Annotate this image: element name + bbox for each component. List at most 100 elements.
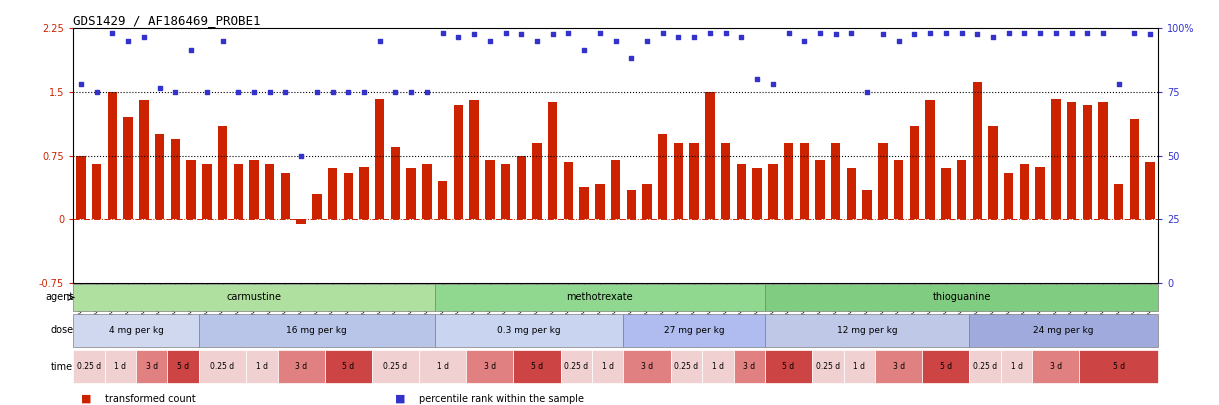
Bar xyxy=(501,164,511,219)
Bar xyxy=(453,105,463,219)
Text: GDS1429 / AF186469_PROBE1: GDS1429 / AF186469_PROBE1 xyxy=(73,14,261,27)
Bar xyxy=(969,350,1001,383)
Point xyxy=(700,29,719,36)
Text: dose: dose xyxy=(50,325,73,335)
Point xyxy=(1093,29,1113,36)
Point xyxy=(1078,29,1097,36)
Bar xyxy=(202,164,212,219)
Point xyxy=(449,34,468,40)
Point xyxy=(307,89,327,95)
Point xyxy=(182,46,201,53)
Point xyxy=(1141,31,1160,38)
Point xyxy=(213,38,233,44)
Bar xyxy=(246,350,278,383)
Bar xyxy=(957,160,967,219)
Bar xyxy=(73,284,435,311)
Bar xyxy=(139,100,149,219)
Point xyxy=(952,29,972,36)
Text: 3 d: 3 d xyxy=(295,362,307,371)
Text: 3 d: 3 d xyxy=(641,362,653,371)
Bar xyxy=(658,134,668,219)
Point xyxy=(433,29,452,36)
Point xyxy=(590,29,610,36)
Point xyxy=(371,38,390,44)
Text: 0.3 mg per kg: 0.3 mg per kg xyxy=(497,326,561,335)
Bar xyxy=(167,350,199,383)
Point xyxy=(512,31,531,38)
Bar xyxy=(234,164,243,219)
Bar xyxy=(941,168,951,219)
Bar xyxy=(752,168,762,219)
Bar xyxy=(296,219,306,224)
Point xyxy=(542,31,562,38)
Bar xyxy=(422,164,432,219)
Point xyxy=(1109,80,1129,87)
Bar xyxy=(344,173,354,219)
Point xyxy=(622,55,641,61)
Bar xyxy=(706,92,714,219)
Bar xyxy=(278,350,324,383)
Bar xyxy=(1114,183,1124,219)
Bar xyxy=(1130,119,1140,219)
Point xyxy=(826,31,846,38)
Point xyxy=(496,29,516,36)
Text: 3 d: 3 d xyxy=(744,362,756,371)
Text: 16 mg per kg: 16 mg per kg xyxy=(286,326,347,335)
Bar xyxy=(720,143,730,219)
Bar xyxy=(199,314,435,347)
Point xyxy=(1125,29,1145,36)
Bar xyxy=(690,143,698,219)
Bar xyxy=(249,160,258,219)
Text: 1 d: 1 d xyxy=(256,362,268,371)
Bar xyxy=(766,350,812,383)
Bar xyxy=(579,187,589,219)
Bar xyxy=(73,314,199,347)
Bar xyxy=(909,126,919,219)
Bar xyxy=(561,350,592,383)
Bar xyxy=(611,160,620,219)
Bar xyxy=(973,82,983,219)
Point xyxy=(747,76,767,83)
Point xyxy=(638,38,657,44)
Text: 4 mg per kg: 4 mg per kg xyxy=(108,326,163,335)
Text: 0.25 d: 0.25 d xyxy=(384,362,407,371)
Bar xyxy=(878,143,887,219)
Point xyxy=(102,29,122,36)
Text: 5 d: 5 d xyxy=(940,362,952,371)
Text: 1 d: 1 d xyxy=(602,362,613,371)
Point xyxy=(464,31,484,38)
Bar xyxy=(674,143,683,219)
Bar xyxy=(391,147,400,219)
Text: 3 d: 3 d xyxy=(892,362,904,371)
Bar xyxy=(280,173,290,219)
Point xyxy=(1030,29,1050,36)
Text: 12 mg per kg: 12 mg per kg xyxy=(837,326,897,335)
Point xyxy=(873,31,892,38)
Bar xyxy=(137,350,167,383)
Text: 27 mg per kg: 27 mg per kg xyxy=(664,326,724,335)
Text: 1 d: 1 d xyxy=(1011,362,1023,371)
Point xyxy=(71,80,90,87)
Point xyxy=(920,29,940,36)
Text: 0.25 d: 0.25 d xyxy=(564,362,589,371)
Bar xyxy=(218,126,227,219)
Point xyxy=(904,31,924,38)
Point xyxy=(87,89,106,95)
Bar xyxy=(844,350,875,383)
Bar xyxy=(123,117,133,219)
Bar xyxy=(1098,102,1108,219)
Bar xyxy=(406,168,416,219)
Bar xyxy=(766,284,1158,311)
Bar xyxy=(324,350,372,383)
Bar xyxy=(435,314,623,347)
Bar xyxy=(989,126,997,219)
Bar xyxy=(265,164,274,219)
Bar xyxy=(969,314,1158,347)
Bar xyxy=(642,183,652,219)
Point xyxy=(653,29,673,36)
Bar xyxy=(875,350,923,383)
Point xyxy=(244,89,263,95)
Point xyxy=(763,80,783,87)
Bar xyxy=(438,181,447,219)
Bar xyxy=(1001,350,1032,383)
